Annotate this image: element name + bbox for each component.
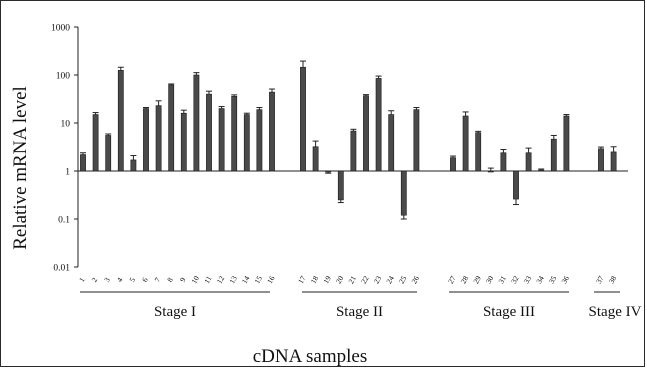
bar-32: [513, 170, 519, 200]
y-tick-label: 1000: [51, 24, 70, 34]
bar-15: [256, 109, 263, 172]
bar-27: [450, 157, 456, 172]
x-axis-label: cDNA samples: [253, 346, 368, 367]
y-tick-label: 1: [65, 168, 70, 178]
y-tick-label: 0.1: [58, 216, 70, 226]
bar-31: [500, 152, 507, 172]
bar-8: [168, 84, 175, 172]
category-label: 4: [115, 276, 125, 284]
bar-1: [80, 154, 86, 172]
bar-3: [105, 135, 112, 172]
bar-36: [563, 115, 570, 172]
category-label: 1: [77, 276, 87, 284]
category-label: 6: [140, 276, 150, 284]
bar-4: [117, 70, 124, 172]
category-label: 15: [252, 274, 264, 285]
category-label: 34: [534, 274, 546, 285]
category-label: 19: [321, 274, 333, 285]
bar-23: [375, 78, 382, 172]
group-label: Stage II: [336, 304, 383, 320]
category-label: 29: [471, 274, 483, 285]
category-label: 35: [547, 274, 559, 285]
category-label: 13: [227, 274, 239, 285]
bar-10: [193, 74, 200, 172]
category-label: 22: [359, 274, 371, 285]
category-label: 12: [215, 274, 227, 285]
category-label: 3: [102, 276, 112, 284]
category-label: 25: [397, 274, 409, 285]
bar-37: [598, 148, 604, 172]
bar-6: [143, 108, 149, 172]
y-axis-label: Relative mRNA level: [10, 86, 31, 250]
category-label: 18: [309, 274, 321, 285]
category-label: 27: [446, 274, 458, 285]
category-label: 7: [153, 276, 163, 284]
category-label: 17: [296, 274, 308, 285]
category-label: 36: [559, 274, 571, 285]
bar-19: [325, 170, 332, 173]
category-label: 30: [484, 274, 496, 285]
bar-7: [155, 105, 162, 172]
bar-13: [231, 95, 238, 172]
category-label: 32: [509, 274, 521, 285]
category-label: 11: [202, 274, 214, 285]
y-tick-label: 10: [61, 120, 71, 130]
category-label: 23: [372, 274, 384, 285]
bar-20: [337, 170, 344, 201]
category-label: 38: [607, 274, 619, 285]
bar-24: [388, 114, 395, 172]
category-label: 8: [165, 276, 175, 284]
labels: 1 2 3 4 5 6 7 8 9 10 11 12 13 14 15 16 17 18 19 20 21 22 23 24 2…: [77, 274, 642, 320]
category-label: 24: [384, 274, 396, 285]
category-label: 10: [189, 274, 201, 285]
bar-17: [300, 66, 306, 172]
y-tick-label: 0.01: [53, 264, 70, 274]
category-label: 21: [346, 274, 358, 285]
bar-21: [350, 130, 357, 172]
category-label: 37: [594, 274, 606, 285]
category-label: 16: [265, 274, 277, 285]
category-label: 20: [334, 274, 346, 285]
bar-28: [462, 115, 469, 172]
bar-38: [610, 151, 617, 172]
bar-16: [269, 91, 275, 172]
bar-18: [312, 146, 319, 172]
bar-11: [206, 93, 212, 172]
bar-25: [400, 170, 407, 216]
category-label: 2: [90, 276, 100, 284]
bars: [80, 60, 617, 220]
bar-34: [538, 169, 545, 172]
bar-9: [180, 112, 187, 172]
bar-29: [475, 132, 482, 172]
y-tick-label: 100: [56, 72, 71, 82]
bar-22: [363, 95, 369, 172]
category-label: 31: [496, 274, 508, 285]
bar-5: [130, 159, 137, 172]
bar-33: [525, 152, 532, 172]
category-label: 9: [178, 276, 188, 284]
category-label: 28: [459, 274, 471, 285]
category-label: 26: [409, 274, 421, 285]
category-label: 14: [240, 274, 252, 285]
bar-26: [413, 109, 420, 172]
bar-12: [218, 108, 225, 172]
category-label: 33: [522, 274, 534, 285]
bar-30: [487, 170, 494, 173]
bar-35: [550, 138, 557, 172]
group-label: Stage III: [483, 304, 535, 320]
category-label: 5: [127, 276, 137, 284]
group-label: Stage I: [154, 304, 196, 320]
bar-2: [92, 114, 99, 172]
axes: 0.01 0.1 1 10 100 1000: [51, 24, 628, 274]
group-label: Stage IV: [589, 304, 642, 320]
bar-14: [243, 114, 250, 172]
